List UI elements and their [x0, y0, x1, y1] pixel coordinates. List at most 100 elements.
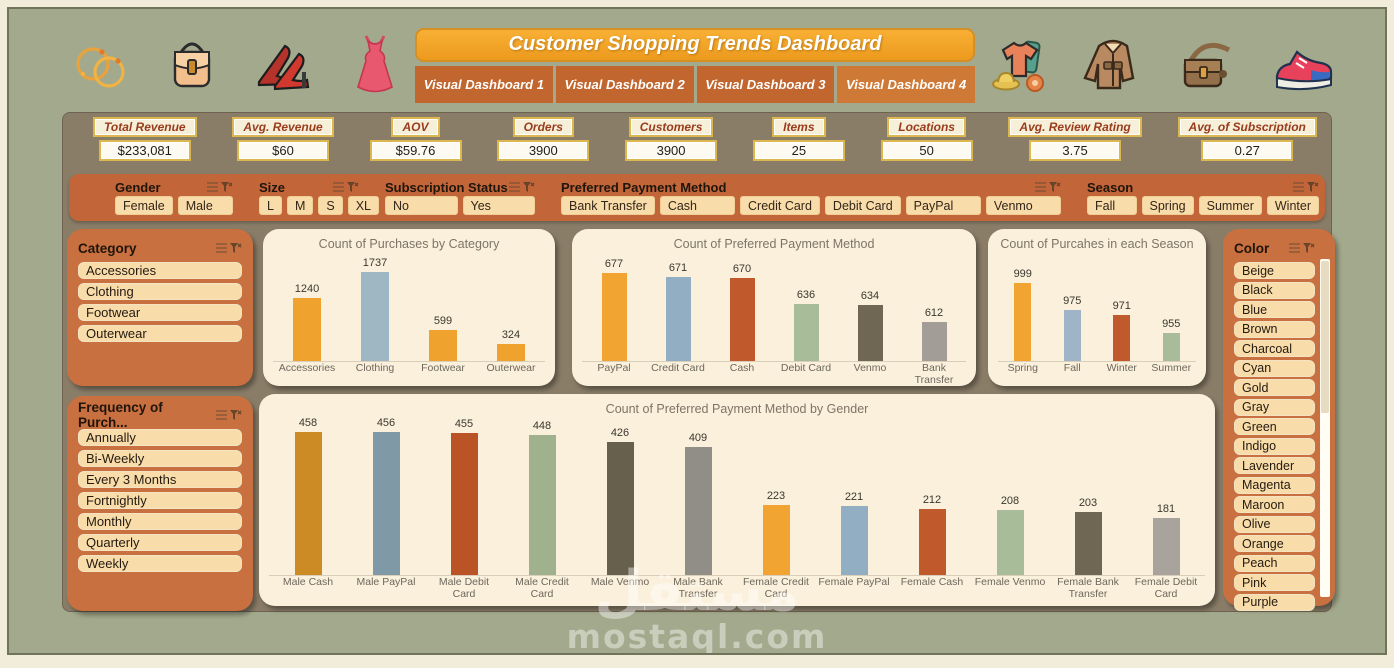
slicer-option-bi-weekly[interactable]: Bi-Weekly	[78, 450, 242, 467]
slicer-option-female[interactable]: Female	[115, 196, 173, 215]
tab-visual-dashboard-1[interactable]: Visual Dashboard 1	[415, 65, 553, 103]
slicer-option-pink[interactable]: Pink	[1234, 574, 1315, 591]
category-label: Spring	[1007, 362, 1038, 374]
scrollbar[interactable]	[1320, 259, 1330, 597]
bar-paypal[interactable]	[601, 273, 627, 361]
slicer-option-no[interactable]: No	[385, 196, 458, 215]
page-title: Customer Shopping Trends Dashboard	[415, 27, 975, 62]
bar-female-paypal[interactable]	[840, 506, 868, 575]
slicer-option-venmo[interactable]: Venmo	[985, 196, 1062, 215]
bar-credit-card[interactable]	[665, 277, 691, 361]
slicer-header-icons[interactable]	[333, 181, 359, 193]
slicer-option-s[interactable]: S	[318, 196, 343, 215]
multi-select-icon	[1289, 242, 1300, 253]
slicer-option-blue[interactable]: Blue	[1234, 301, 1315, 318]
tab-visual-dashboard-4[interactable]: Visual Dashboard 4	[837, 65, 975, 103]
bar-male-credit-card[interactable]	[528, 435, 556, 575]
slicer-option-maroon[interactable]: Maroon	[1234, 496, 1315, 513]
bar-female-debit-card[interactable]	[1152, 518, 1180, 575]
slicer-option-fortnightly[interactable]: Fortnightly	[78, 492, 242, 509]
bar-bank-transfer[interactable]	[921, 322, 947, 361]
slicer-option-spring[interactable]: Spring	[1141, 196, 1194, 215]
bar-male-venmo[interactable]	[606, 442, 634, 575]
slicer-option-bank-transfer[interactable]: Bank Transfer	[561, 196, 655, 215]
slicer-option-orange[interactable]: Orange	[1234, 535, 1315, 552]
slicer-option-outerwear[interactable]: Outerwear	[78, 325, 242, 342]
slicer-option-quarterly[interactable]: Quarterly	[78, 534, 242, 551]
slicer-header-icons[interactable]	[207, 181, 233, 193]
bar-female-venmo[interactable]	[996, 510, 1024, 575]
slicer-option-beige[interactable]: Beige	[1234, 262, 1315, 279]
slicer-option-indigo[interactable]: Indigo	[1234, 437, 1315, 455]
slicer-option-l[interactable]: L	[259, 196, 282, 215]
bar-accessories[interactable]	[293, 298, 321, 361]
slicer-option-paypal[interactable]: PayPal	[905, 196, 981, 215]
multi-select-icon	[207, 181, 218, 192]
slicer-option-green[interactable]: Green	[1234, 418, 1315, 435]
bar-female-cash[interactable]	[918, 509, 946, 575]
bar-female-bank-transfer[interactable]	[1074, 512, 1102, 575]
slicer-option-credit-card[interactable]: Credit Card	[740, 196, 820, 215]
bar-cash[interactable]	[729, 278, 755, 361]
bar-spring[interactable]	[1014, 283, 1032, 361]
slicer-option-clothing[interactable]: Clothing	[78, 283, 242, 300]
bar-male-bank-transfer[interactable]	[684, 447, 712, 575]
slicer-option-winter[interactable]: Winter	[1266, 196, 1319, 215]
bar-male-debit-card[interactable]	[450, 433, 478, 575]
bar-male-paypal[interactable]	[372, 432, 400, 575]
bar-winter[interactable]	[1113, 315, 1131, 361]
slicer-option-fall[interactable]: Fall	[1087, 196, 1137, 215]
slicer-header-icons[interactable]	[509, 181, 535, 193]
slicer-option-brown[interactable]: Brown	[1234, 320, 1315, 338]
slicer-title: Category	[78, 238, 242, 258]
bar-clothing[interactable]	[361, 272, 389, 361]
slicer-option-lavender[interactable]: Lavender	[1234, 457, 1315, 474]
slicer-option-debit-card[interactable]: Debit Card	[824, 196, 901, 215]
slicer-header-icons[interactable]	[216, 409, 242, 421]
tab-visual-dashboard-2[interactable]: Visual Dashboard 2	[555, 65, 694, 103]
slicer-option-cyan[interactable]: Cyan	[1234, 359, 1315, 377]
slicer-option-m[interactable]: M	[286, 196, 314, 215]
kpi-value: $60	[237, 140, 330, 161]
bar-male-cash[interactable]	[294, 432, 322, 575]
slicer-option-magenta[interactable]: Magenta	[1234, 476, 1315, 494]
slicer-option-cash[interactable]: Cash	[659, 196, 735, 215]
slicer-option-gold[interactable]: Gold	[1234, 379, 1315, 396]
bar-venmo[interactable]	[857, 305, 883, 361]
slicer-option-annually[interactable]: Annually	[78, 429, 242, 446]
slicer-option-accessories[interactable]: Accessories	[78, 262, 242, 279]
bar-footwear[interactable]	[429, 330, 457, 361]
slicer-header-icons[interactable]	[1289, 242, 1315, 254]
bar-fall[interactable]	[1063, 310, 1081, 361]
bar-value-label: 458	[298, 417, 318, 429]
slicer-option-male[interactable]: Male	[177, 196, 233, 215]
bar-summer[interactable]	[1162, 333, 1180, 361]
tab-visual-dashboard-3[interactable]: Visual Dashboard 3	[696, 65, 835, 103]
slicer-option-charcoal[interactable]: Charcoal	[1234, 340, 1315, 357]
slicer-option-yes[interactable]: Yes	[462, 196, 535, 215]
slicer-option-every-3-months[interactable]: Every 3 Months	[78, 471, 242, 488]
slicer-option-peach[interactable]: Peach	[1234, 554, 1315, 572]
bar-outerwear[interactable]	[497, 344, 525, 361]
slicer-header-icons[interactable]	[1035, 181, 1061, 193]
slicer-option-xl[interactable]: XL	[347, 196, 380, 215]
kpi-value: 0.27	[1201, 140, 1294, 161]
bar-slot: 221	[815, 491, 893, 575]
bar-female-credit-card[interactable]	[762, 505, 790, 575]
slicer-option-summer[interactable]: Summer	[1198, 196, 1262, 215]
slicer-option-gray[interactable]: Gray	[1234, 398, 1315, 416]
slicer-option-purple[interactable]: Purple	[1234, 593, 1315, 611]
slicer-option-black[interactable]: Black	[1234, 281, 1315, 299]
multi-select-icon	[1293, 181, 1304, 192]
slicer-option-monthly[interactable]: Monthly	[78, 513, 242, 530]
scrollbar-thumb[interactable]	[1321, 261, 1329, 414]
slicer-option-olive[interactable]: Olive	[1234, 515, 1315, 533]
bar-slot: 208	[971, 495, 1049, 575]
slicer-option-weekly[interactable]: Weekly	[78, 555, 242, 572]
bar-debit-card[interactable]	[793, 304, 819, 361]
slicer-header-icons[interactable]	[216, 242, 242, 254]
slicer-header-icons[interactable]	[1293, 181, 1319, 193]
slicer-group-subscription-status: Subscription Status No Yes	[385, 178, 535, 215]
slicer-option-footwear[interactable]: Footwear	[78, 304, 242, 321]
